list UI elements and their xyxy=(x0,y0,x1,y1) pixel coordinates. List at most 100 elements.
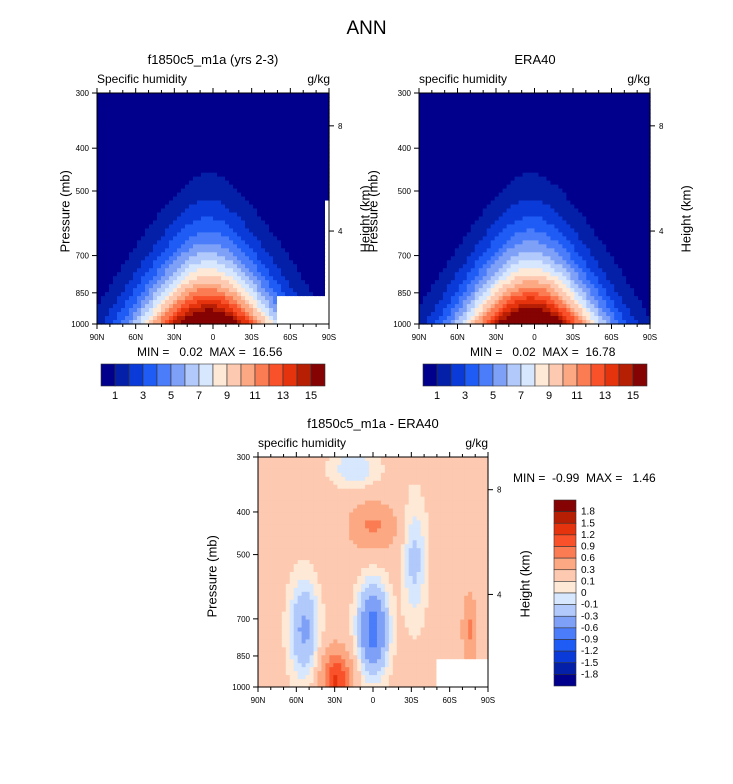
contour-cell xyxy=(169,280,174,285)
contour-cell xyxy=(598,136,603,142)
contour-cell xyxy=(313,180,318,186)
contour-cell xyxy=(125,132,130,138)
contour-cell xyxy=(297,140,302,146)
contour-cell xyxy=(470,132,476,138)
contour-cell xyxy=(293,316,298,321)
contour-cell xyxy=(598,156,603,162)
contour-cell xyxy=(281,264,286,269)
contour-cell xyxy=(317,284,322,289)
contour-cell xyxy=(245,96,250,102)
contour-cell xyxy=(626,136,631,142)
contour-cell xyxy=(177,184,182,190)
contour-cell xyxy=(253,128,258,134)
contour-cell xyxy=(161,192,166,198)
contour-cell xyxy=(101,100,106,106)
contour-cell xyxy=(626,96,631,102)
contour-cell xyxy=(301,100,306,106)
contour-cell xyxy=(149,128,154,134)
contour-cell xyxy=(197,276,202,281)
contour-cell xyxy=(542,148,548,154)
contour-cell xyxy=(181,276,186,281)
contour-cell xyxy=(430,108,436,114)
contour-cell xyxy=(145,108,150,114)
contour-cell xyxy=(610,156,615,162)
contour-cell xyxy=(197,292,202,297)
contour-cell xyxy=(614,112,619,118)
contour-cell xyxy=(133,204,138,210)
contour-cell xyxy=(321,172,326,178)
contour-cell xyxy=(297,168,302,174)
contour-cell xyxy=(526,176,532,182)
contour-cell xyxy=(570,148,575,154)
contour-cell xyxy=(257,304,262,309)
contour-cell xyxy=(253,252,258,257)
contour-cell xyxy=(586,180,591,186)
contour-cell xyxy=(486,192,492,198)
contour-cell xyxy=(626,128,631,134)
contour-cell xyxy=(197,208,202,214)
contour-cell xyxy=(165,176,170,182)
contour-cell xyxy=(137,252,142,257)
contour-cell xyxy=(558,136,563,142)
contour-cell xyxy=(225,292,230,297)
contour-cell xyxy=(526,164,532,170)
contour-cell xyxy=(325,308,330,313)
contour-cell xyxy=(245,192,250,198)
contour-cell xyxy=(598,148,603,154)
contour-cell xyxy=(173,172,178,178)
contour-cell xyxy=(201,104,206,110)
contour-cell xyxy=(534,172,540,178)
contour-cell xyxy=(566,180,571,186)
contour-cell xyxy=(121,212,126,218)
contour-cell xyxy=(462,168,468,174)
contour-cell xyxy=(474,128,480,134)
contour-cell xyxy=(582,124,587,130)
contour-cell xyxy=(297,308,302,313)
contour-cell xyxy=(201,168,206,174)
contour-cell xyxy=(297,144,302,150)
contour-cell xyxy=(261,112,266,118)
contour-cell xyxy=(422,124,428,130)
contour-cell xyxy=(494,104,500,110)
contour-cell xyxy=(297,272,302,277)
contour-cell xyxy=(269,172,274,178)
contour-cell xyxy=(273,308,278,313)
contour-cell xyxy=(434,192,440,198)
contour-cell xyxy=(169,300,174,305)
contour-cell xyxy=(273,256,278,261)
contour-cell xyxy=(550,132,556,138)
contour-cell xyxy=(173,244,178,249)
contour-cell xyxy=(193,256,198,261)
contour-cell xyxy=(149,288,154,293)
contour-cell xyxy=(245,312,250,317)
contour-cell xyxy=(145,124,150,130)
contour-cell xyxy=(586,164,591,170)
contour-cell xyxy=(285,140,290,146)
contour-cell xyxy=(185,128,190,134)
contour-cell xyxy=(470,144,476,150)
contour-cell xyxy=(301,112,306,118)
contour-cell xyxy=(197,212,202,218)
y-axis-label-model: Pressure (mb) xyxy=(57,170,73,253)
contour-cell xyxy=(245,208,250,214)
contour-cell xyxy=(197,244,202,249)
contour-cell xyxy=(518,180,524,186)
contour-cell xyxy=(133,220,138,226)
contour-cell xyxy=(309,284,314,289)
contour-cell xyxy=(97,176,102,182)
contour-cell xyxy=(165,144,170,150)
contour-cell xyxy=(121,144,126,150)
contour-cell xyxy=(594,120,599,126)
contour-cell xyxy=(285,168,290,174)
contour-cell xyxy=(141,320,146,325)
contour-cell xyxy=(550,164,556,170)
contour-cell xyxy=(105,280,110,285)
contour-cell xyxy=(566,176,571,182)
contour-cell xyxy=(145,148,150,154)
contour-cell xyxy=(646,104,651,110)
contour-cell xyxy=(542,100,548,106)
contour-cell xyxy=(265,272,270,277)
contour-cell xyxy=(301,192,306,198)
contour-cell xyxy=(181,104,186,110)
contour-cell xyxy=(426,132,432,138)
